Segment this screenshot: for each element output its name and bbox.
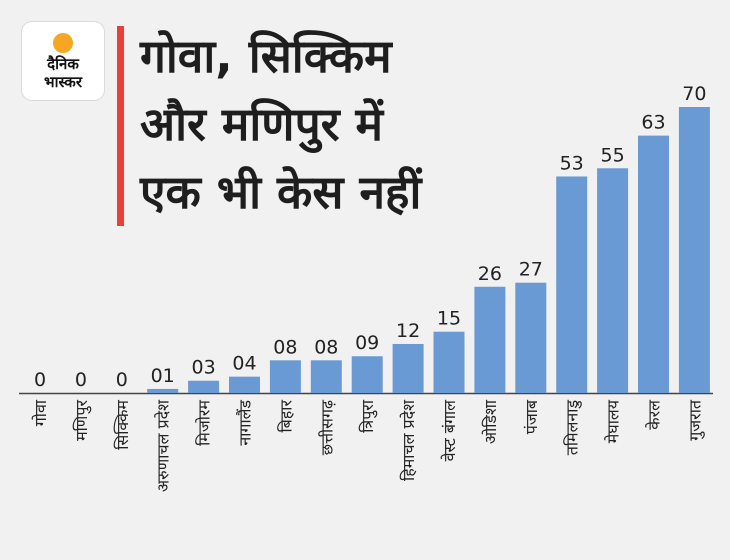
bar-6 bbox=[269, 360, 301, 393]
category-label-4: मिजोरम bbox=[195, 400, 214, 446]
value-label-6: 08 bbox=[273, 336, 297, 358]
bar-13 bbox=[556, 176, 588, 393]
category-label-2: सिक्किम bbox=[113, 400, 132, 450]
bar-4 bbox=[188, 380, 220, 393]
category-label-6: बिहार bbox=[276, 400, 295, 433]
value-label-16: 70 bbox=[682, 83, 706, 105]
value-label-8: 09 bbox=[355, 332, 379, 354]
logo: दैनिक भास्कर bbox=[22, 22, 104, 100]
sun-icon bbox=[53, 33, 73, 53]
value-label-10: 15 bbox=[437, 308, 461, 330]
category-label-13: तमिलनाडु bbox=[563, 400, 583, 456]
bar-14 bbox=[597, 168, 629, 393]
bar-9 bbox=[392, 343, 424, 393]
bar-15 bbox=[638, 135, 669, 393]
logo-text-line1: दैनिक bbox=[47, 55, 79, 73]
category-label-3: अरुणाचल प्रदेश bbox=[154, 399, 173, 492]
value-label-7: 08 bbox=[314, 336, 338, 358]
category-label-12: पंजाब bbox=[522, 399, 541, 434]
logo-text-line2: भास्कर bbox=[44, 73, 82, 91]
category-label-15: केरल bbox=[645, 399, 664, 430]
bar-12 bbox=[515, 282, 547, 393]
accent-bar bbox=[117, 26, 124, 226]
category-label-7: छत्तीसगढ़ bbox=[317, 399, 336, 455]
value-label-9: 12 bbox=[396, 320, 420, 342]
value-label-0: 0 bbox=[34, 369, 46, 391]
chart-title: गोवा, सिक्किम और मणिपुर में एक भी केस नह… bbox=[140, 22, 421, 226]
bar-11 bbox=[474, 286, 506, 393]
category-label-1: मणिपुर bbox=[72, 400, 92, 441]
category-label-0: गोवा bbox=[31, 399, 50, 426]
category-label-10: वेस्ट बंगाल bbox=[440, 399, 459, 462]
bar-8 bbox=[351, 356, 383, 393]
value-label-5: 04 bbox=[232, 353, 256, 375]
value-label-15: 63 bbox=[641, 112, 665, 134]
title-line-1: गोवा, सिक्किम bbox=[140, 29, 392, 83]
bar-5 bbox=[229, 376, 260, 393]
category-label-5: नागालैंड bbox=[236, 400, 255, 446]
value-label-4: 03 bbox=[192, 357, 216, 379]
bar-16 bbox=[678, 107, 710, 393]
value-label-1: 0 bbox=[75, 369, 87, 391]
value-label-12: 27 bbox=[519, 259, 543, 281]
bar-3 bbox=[147, 388, 179, 393]
category-label-14: मेघालय bbox=[604, 399, 623, 443]
category-label-16: गुजरात bbox=[685, 399, 705, 441]
value-label-2: 0 bbox=[116, 369, 128, 391]
category-label-9: हिमाचल प्रदेश bbox=[399, 399, 418, 481]
bar-10 bbox=[433, 331, 465, 393]
title-line-2: और मणिपुर में bbox=[140, 97, 384, 151]
value-label-14: 55 bbox=[601, 144, 625, 166]
value-label-11: 26 bbox=[478, 263, 502, 285]
category-label-11: ओडिशा bbox=[481, 399, 500, 444]
value-label-3: 01 bbox=[151, 365, 175, 387]
bar-7 bbox=[310, 360, 342, 393]
title-line-3: एक भी केस नहीं bbox=[140, 165, 422, 219]
category-label-8: त्रिपुरा bbox=[358, 399, 378, 433]
value-label-13: 53 bbox=[560, 152, 584, 174]
